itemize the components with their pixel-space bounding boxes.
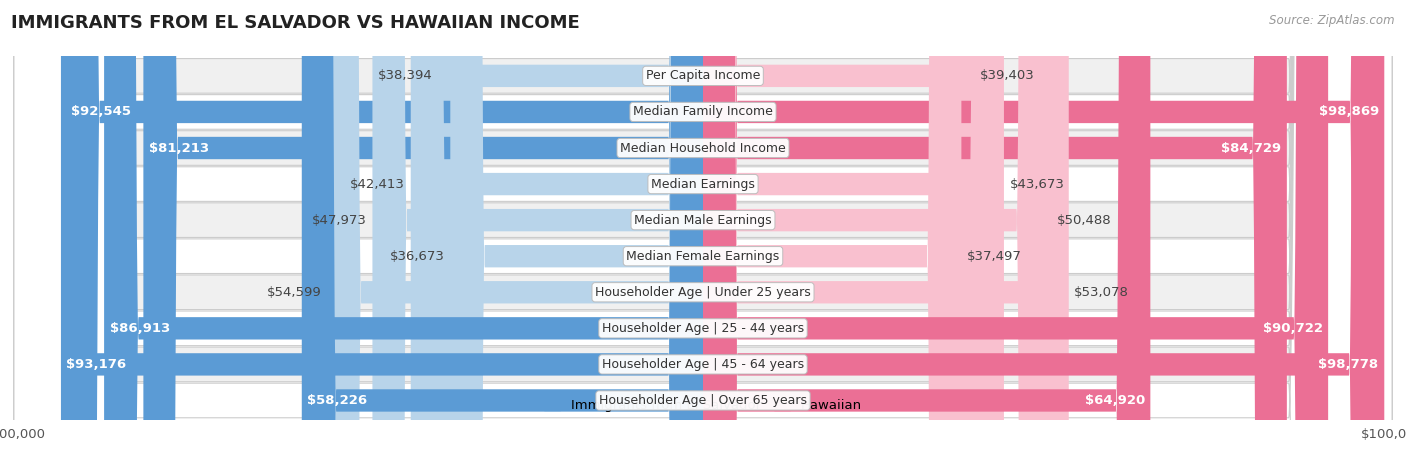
Text: $58,226: $58,226 <box>308 394 367 407</box>
FancyBboxPatch shape <box>703 0 1385 467</box>
Text: $36,673: $36,673 <box>389 250 444 263</box>
Text: Median Household Income: Median Household Income <box>620 142 786 155</box>
Text: $98,869: $98,869 <box>1319 106 1379 119</box>
Legend: Immigrants from El Salvador, Hawaiian: Immigrants from El Salvador, Hawaiian <box>538 394 868 417</box>
Text: $38,394: $38,394 <box>378 70 433 82</box>
Text: Per Capita Income: Per Capita Income <box>645 70 761 82</box>
Text: $43,673: $43,673 <box>1010 177 1064 191</box>
Text: Householder Age | 25 - 44 years: Householder Age | 25 - 44 years <box>602 322 804 335</box>
Text: $86,913: $86,913 <box>110 322 170 335</box>
FancyBboxPatch shape <box>703 0 1329 467</box>
Text: $93,176: $93,176 <box>66 358 127 371</box>
FancyBboxPatch shape <box>14 0 1392 467</box>
FancyBboxPatch shape <box>703 0 1150 467</box>
Text: $54,599: $54,599 <box>267 286 321 299</box>
Text: $98,778: $98,778 <box>1317 358 1378 371</box>
Text: $53,078: $53,078 <box>1074 286 1129 299</box>
Text: Median Male Earnings: Median Male Earnings <box>634 213 772 226</box>
Text: $84,729: $84,729 <box>1222 142 1281 155</box>
Text: Householder Age | Under 25 years: Householder Age | Under 25 years <box>595 286 811 299</box>
FancyBboxPatch shape <box>14 0 1392 467</box>
FancyBboxPatch shape <box>703 0 1384 467</box>
FancyBboxPatch shape <box>14 0 1392 467</box>
FancyBboxPatch shape <box>703 0 962 467</box>
Text: Source: ZipAtlas.com: Source: ZipAtlas.com <box>1270 14 1395 27</box>
FancyBboxPatch shape <box>14 0 1392 467</box>
Text: $50,488: $50,488 <box>1056 213 1111 226</box>
FancyBboxPatch shape <box>143 0 703 467</box>
FancyBboxPatch shape <box>104 0 703 467</box>
Text: $42,413: $42,413 <box>350 177 405 191</box>
FancyBboxPatch shape <box>326 0 703 467</box>
FancyBboxPatch shape <box>14 0 1392 467</box>
FancyBboxPatch shape <box>703 0 1286 467</box>
FancyBboxPatch shape <box>411 0 703 467</box>
FancyBboxPatch shape <box>703 0 1050 467</box>
Text: $90,722: $90,722 <box>1263 322 1323 335</box>
Text: Median Female Earnings: Median Female Earnings <box>627 250 779 263</box>
FancyBboxPatch shape <box>14 0 1392 467</box>
FancyBboxPatch shape <box>703 0 974 467</box>
FancyBboxPatch shape <box>60 0 703 467</box>
Text: $81,213: $81,213 <box>149 142 209 155</box>
FancyBboxPatch shape <box>373 0 703 467</box>
FancyBboxPatch shape <box>450 0 703 467</box>
Text: $47,973: $47,973 <box>312 213 367 226</box>
FancyBboxPatch shape <box>703 0 1069 467</box>
Text: $92,545: $92,545 <box>70 106 131 119</box>
Text: $37,497: $37,497 <box>967 250 1022 263</box>
FancyBboxPatch shape <box>65 0 703 467</box>
Text: $39,403: $39,403 <box>980 70 1035 82</box>
Text: $64,920: $64,920 <box>1084 394 1144 407</box>
FancyBboxPatch shape <box>703 0 1004 467</box>
Text: Median Family Income: Median Family Income <box>633 106 773 119</box>
Text: Median Earnings: Median Earnings <box>651 177 755 191</box>
FancyBboxPatch shape <box>439 0 703 467</box>
FancyBboxPatch shape <box>14 0 1392 467</box>
FancyBboxPatch shape <box>14 0 1392 467</box>
Text: IMMIGRANTS FROM EL SALVADOR VS HAWAIIAN INCOME: IMMIGRANTS FROM EL SALVADOR VS HAWAIIAN … <box>11 14 581 32</box>
FancyBboxPatch shape <box>302 0 703 467</box>
FancyBboxPatch shape <box>14 0 1392 467</box>
Text: Householder Age | 45 - 64 years: Householder Age | 45 - 64 years <box>602 358 804 371</box>
FancyBboxPatch shape <box>14 0 1392 467</box>
Text: Householder Age | Over 65 years: Householder Age | Over 65 years <box>599 394 807 407</box>
